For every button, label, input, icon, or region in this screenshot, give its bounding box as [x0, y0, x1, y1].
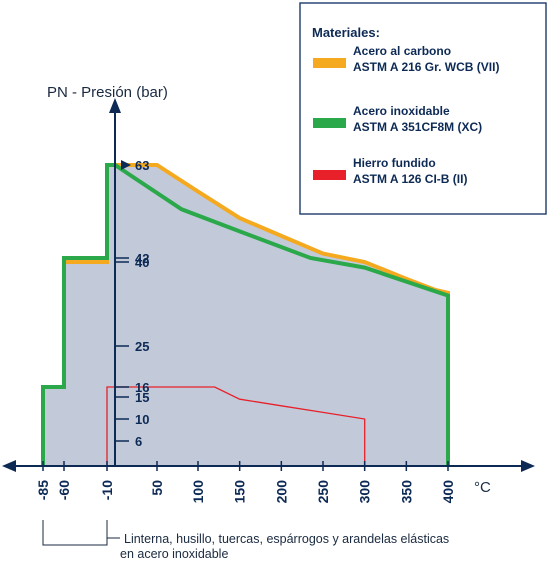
legend-spec: ASTM A 351CF8M (XC) — [353, 120, 482, 134]
x-tick-label: -85 — [35, 480, 51, 500]
legend-label: Acero inoxidable — [353, 104, 450, 118]
x-tick-label: 250 — [315, 480, 331, 504]
y-tick-label: 42 — [135, 251, 149, 266]
legend-label: Hierro fundido — [353, 156, 436, 170]
x-tick-label: 400 — [440, 480, 456, 504]
y-tick-label: 16 — [135, 380, 149, 395]
x-axis-arrow-right — [521, 460, 535, 472]
x-tick-label: 300 — [357, 480, 373, 504]
y-tick-label: 25 — [135, 339, 149, 354]
annotation-bracket — [42, 520, 120, 546]
x-tick-label: 100 — [190, 480, 206, 504]
y-tick-label: 10 — [135, 412, 149, 427]
y-axis-label: PN - Presión (bar) — [47, 84, 168, 101]
x-tick-label: -60 — [56, 480, 72, 500]
y-axis-arrow-up — [109, 98, 121, 113]
annotation: Linterna, husillo, tuercas, espárrogos y… — [42, 520, 453, 561]
x-tick-label: -10 — [99, 480, 115, 500]
legend-spec: ASTM A 126 CI-B (II) — [353, 172, 467, 186]
x-axis-arrow-left — [2, 460, 16, 472]
x-tick-label: 200 — [273, 480, 289, 504]
y-tick-label: 6 — [135, 434, 142, 449]
annotation-line-1: Linterna, husillo, tuercas, espárrogos y… — [124, 532, 449, 546]
legend-title: Materiales: — [312, 25, 380, 40]
legend-swatch — [313, 170, 346, 180]
legend-swatch — [313, 58, 346, 68]
annotation-text: Linterna, husillo, tuercas, espárrogos y… — [120, 532, 453, 561]
legend-label: Acero al carbono — [353, 44, 451, 58]
y-tick-label: 63 — [135, 158, 149, 173]
legend-swatch — [313, 118, 346, 128]
annotation-line-2: en acero inoxidable — [120, 547, 228, 561]
legend-spec: ASTM A 216 Gr. WCB (VII) — [353, 60, 499, 74]
pressure-envelope-fill — [43, 165, 448, 466]
x-tick-label: 350 — [398, 480, 414, 504]
y-tick-label: 15 — [135, 390, 149, 405]
legend: Materiales: Acero al carbono ASTM A 216 G… — [299, 2, 547, 215]
x-tick-label: 150 — [232, 480, 248, 504]
y-tick-label: 40 — [135, 255, 149, 270]
y-tick-arrow — [121, 160, 131, 170]
x-axis-unit: °C — [474, 479, 491, 496]
legend-items: Acero al carbono ASTM A 216 Gr. WCB (VII)… — [313, 44, 499, 186]
x-tick-label: 50 — [149, 480, 165, 496]
